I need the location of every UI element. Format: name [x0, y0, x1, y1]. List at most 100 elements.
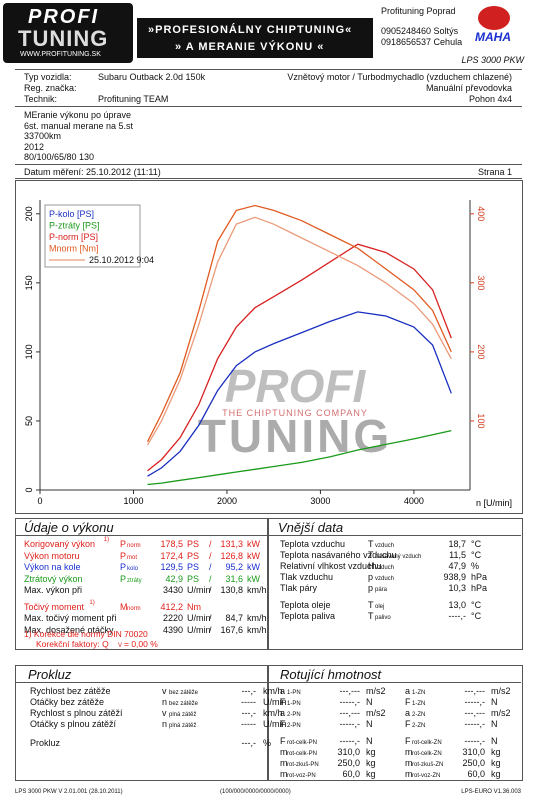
symbol: P	[120, 550, 127, 561]
note: MEranie výkonu po úprave	[24, 110, 132, 120]
perf-separator: /	[209, 585, 212, 595]
symbol-sub: 1-PN	[287, 701, 301, 707]
symbol-sub: nasávaný vzduch	[375, 554, 422, 560]
perf-separator: /	[209, 613, 212, 623]
ext-value: 47,9	[448, 561, 466, 571]
ext-label: Teplota nasávaného vzduchu	[280, 550, 397, 560]
slip-label: Rychlost bez zátěže	[30, 686, 111, 696]
rot-value: ---,---	[339, 686, 360, 696]
rot-unit: kg	[366, 769, 376, 779]
info-right: Vznětový motor / Turbodmychadlo (vzduche…	[287, 72, 512, 82]
rot-value: ---,---	[339, 708, 360, 718]
symbol-sub: bez zátěže	[169, 701, 199, 707]
watermark: TUNING	[198, 410, 392, 462]
symbol-sub: rot-voz-PN	[287, 773, 316, 779]
symbol: P	[120, 562, 127, 572]
rot-unit: N	[491, 697, 498, 707]
perf-label: Výkon motoru	[24, 550, 80, 561]
perf-separator: /	[209, 562, 212, 572]
perf-value: 130,8	[220, 585, 243, 595]
ext-unit: °C	[471, 611, 482, 621]
brand-logo: MAHA	[475, 30, 511, 44]
chart-frame	[15, 180, 523, 514]
symbol: T	[368, 600, 374, 610]
symbol-sub: 1-ZN	[412, 690, 426, 696]
symbol: m	[280, 747, 288, 757]
performance-box	[15, 518, 269, 650]
symbol: P	[120, 573, 127, 584]
perf-value: 4390	[162, 624, 183, 635]
slip-label: Prokluz	[30, 738, 61, 748]
symbol-sub: palivo	[375, 615, 391, 621]
y2-tick-label: 300	[476, 275, 486, 290]
symbol: a	[280, 708, 286, 718]
legend-label: 25.10.2012 9:04	[89, 255, 154, 265]
series-line	[146, 204, 452, 442]
symbol-sub: vzduch	[375, 543, 395, 549]
symbol: a	[280, 686, 286, 696]
symbol-sub: rot-celk-ZN	[412, 751, 442, 757]
rule	[15, 69, 522, 70]
footer-text: (100/000/0000/0000/0000)	[220, 789, 291, 795]
rot-unit: m/s2	[366, 686, 386, 696]
perf-unit: PS	[187, 550, 200, 561]
perf-separator: /	[209, 624, 212, 635]
ext-label: Teplota oleje	[280, 600, 331, 610]
device-name: LPS 3000 PKW	[461, 55, 524, 65]
rotating-box	[267, 665, 523, 781]
perf-value: 2220	[162, 613, 183, 623]
info-right: Pohon 4x4	[468, 94, 512, 104]
perf-value: 131,3	[220, 539, 243, 549]
section-title: Prokluz	[28, 667, 72, 682]
symbol-sub: vzduch	[375, 565, 395, 571]
perf-unit: U/min	[187, 613, 211, 623]
slip-value: ---,-	[241, 708, 257, 718]
perf-value: 167,6	[220, 624, 243, 635]
symbol-sub: rot-zkuš-PN	[287, 762, 319, 768]
symbol: n	[162, 697, 168, 707]
measure-date: Datum měření: 25.10.2012 (11:11)	[24, 167, 161, 177]
x-tick-label: 0	[37, 496, 42, 506]
symbol: F	[405, 736, 411, 746]
logo-profi: PROFI	[28, 6, 100, 28]
perf-note: 1)	[89, 599, 95, 606]
ext-unit: hPa	[471, 583, 488, 593]
symbol-sub: 2-ZN	[412, 723, 426, 729]
symbol: F	[280, 697, 286, 707]
slip-value: ---,-	[241, 738, 257, 748]
watermark: THE CHIPTUNING COMPANY	[222, 408, 368, 418]
ext-value: 11,5	[449, 550, 466, 560]
symbol-sub: mot	[127, 554, 138, 561]
rot-value: 310,0	[462, 747, 485, 757]
symbol-sub: olej	[375, 604, 385, 610]
perf-value: 172,4	[160, 550, 183, 561]
y-tick-label: 0	[24, 487, 34, 492]
rot-unit: N	[491, 736, 498, 746]
symbol-sub: bez zátěže	[169, 690, 199, 696]
symbol: T	[368, 611, 374, 621]
symbol: v	[162, 686, 167, 696]
legend-label: Mnorm [Nm]	[49, 244, 99, 254]
ext-unit: hPa	[471, 572, 488, 582]
perf-label: Korigovaný výkon	[24, 539, 96, 549]
rot-value: -----,-	[339, 697, 360, 707]
perf-value: 84,7	[225, 613, 243, 623]
slip-box	[15, 665, 269, 781]
symbol: a	[405, 708, 411, 718]
rot-unit: m/s2	[366, 708, 386, 718]
perf-unit: kW	[247, 539, 260, 549]
perf-label: Ztrátový výkon	[24, 573, 83, 584]
y-tick-label: 50	[24, 416, 34, 426]
perf-label: Výkon na kole	[24, 562, 81, 572]
ext-value: 938,9	[443, 572, 466, 582]
info-value: Subaru Outback 2.0d 150k	[98, 72, 206, 82]
perf-value: 3430	[162, 585, 183, 595]
symbol: F	[405, 697, 411, 707]
footer-text: LPS 3000 PKW V 2.01.001 (28.10.2011)	[15, 789, 123, 795]
symbol: F	[280, 719, 286, 729]
symbol-sub: norm	[127, 605, 141, 612]
footnote: 1) Korekce dle normy DIN 70020	[24, 629, 148, 639]
symbol: n	[162, 719, 168, 729]
rot-value: -----,-	[464, 736, 485, 746]
